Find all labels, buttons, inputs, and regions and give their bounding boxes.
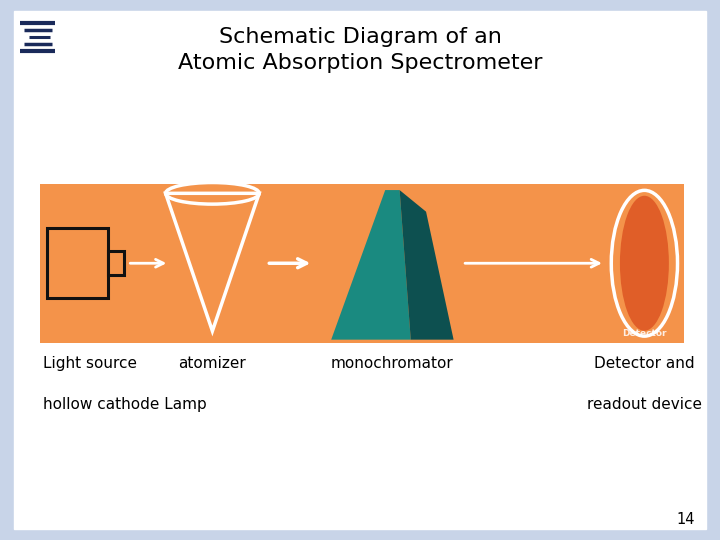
Text: atomizer: atomizer [179,356,246,372]
Ellipse shape [620,195,669,330]
Text: hollow cathode Lamp: hollow cathode Lamp [43,397,207,412]
Text: Detector: Detector [622,328,667,338]
Polygon shape [331,190,410,340]
Bar [108,251,124,275]
Bar [40,184,684,343]
Text: Light source: Light source [43,356,138,372]
Text: Detector and: Detector and [594,356,695,372]
Text: monochromator: monochromator [331,356,454,372]
Text: Schematic Diagram of an
Atomic Absorption Spectrometer: Schematic Diagram of an Atomic Absorptio… [178,27,542,73]
Polygon shape [400,190,454,340]
Text: readout device: readout device [587,397,702,412]
Text: 14: 14 [676,511,695,526]
Bar [47,228,108,298]
